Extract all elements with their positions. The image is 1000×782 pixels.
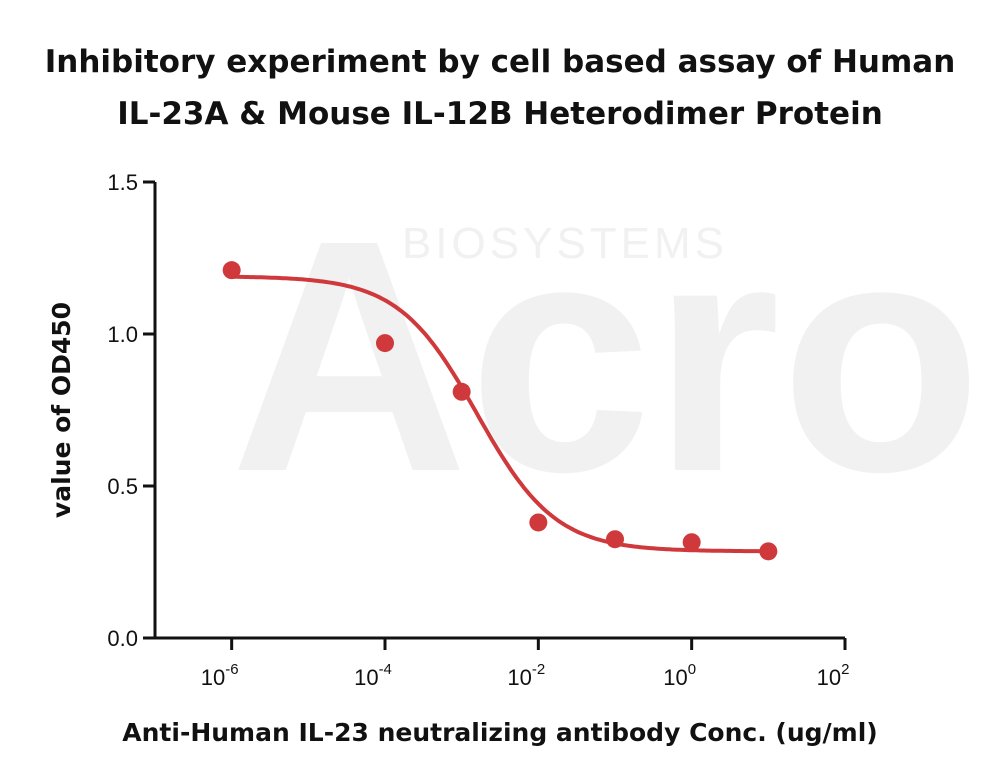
- chart-title-line-2: IL-23A & Mouse IL-12B Heterodimer Protei…: [117, 96, 883, 132]
- axes: 0.00.51.01.510-6 10-4 10-2 100 102: [107, 170, 849, 690]
- data-point: [376, 334, 394, 353]
- x-tick-base: 10: [201, 665, 225, 690]
- y-tick-label: 0.0: [107, 626, 138, 651]
- data-point: [222, 261, 241, 280]
- x-tick-label: 100: [663, 661, 696, 690]
- x-tick-exponent: 2: [841, 661, 849, 678]
- data-point: [606, 530, 624, 549]
- y-tick-label: 1.0: [107, 322, 138, 347]
- data-point: [452, 382, 471, 401]
- x-tick-base: 10: [817, 665, 841, 690]
- x-tick-exponent: -4: [379, 661, 392, 678]
- x-tick-exponent: -6: [225, 661, 238, 678]
- x-tick-base: 10: [354, 665, 378, 690]
- x-tick-base: 10: [663, 665, 687, 690]
- y-axis-label: value of OD450: [47, 302, 76, 518]
- y-tick-label: 1.5: [107, 170, 138, 195]
- x-tick-label: 10-2: [507, 661, 545, 690]
- watermark-text: BIOSYSTEMS: [402, 219, 728, 268]
- data-point: [682, 533, 701, 552]
- watermark: Acro BIOSYSTEMS: [230, 171, 982, 540]
- x-tick-label: 10-6: [201, 661, 239, 690]
- x-tick-exponent: 0: [688, 661, 696, 678]
- chart-title-line-1: Inhibitory experiment by cell based assa…: [44, 44, 956, 80]
- data-points: [222, 261, 778, 561]
- x-axis-label: Anti-Human IL-23 neutralizing antibody C…: [122, 718, 877, 747]
- fit-curve: [229, 274, 771, 554]
- x-tick-label: 102: [817, 661, 850, 690]
- y-tick-label: 0.5: [107, 474, 138, 499]
- data-point: [759, 542, 778, 561]
- data-point: [529, 513, 548, 532]
- watermark-logo: Acro: [230, 171, 982, 540]
- x-tick-base: 10: [507, 665, 531, 690]
- x-tick-exponent: -2: [532, 661, 545, 678]
- x-tick-label: 10-4: [354, 661, 392, 690]
